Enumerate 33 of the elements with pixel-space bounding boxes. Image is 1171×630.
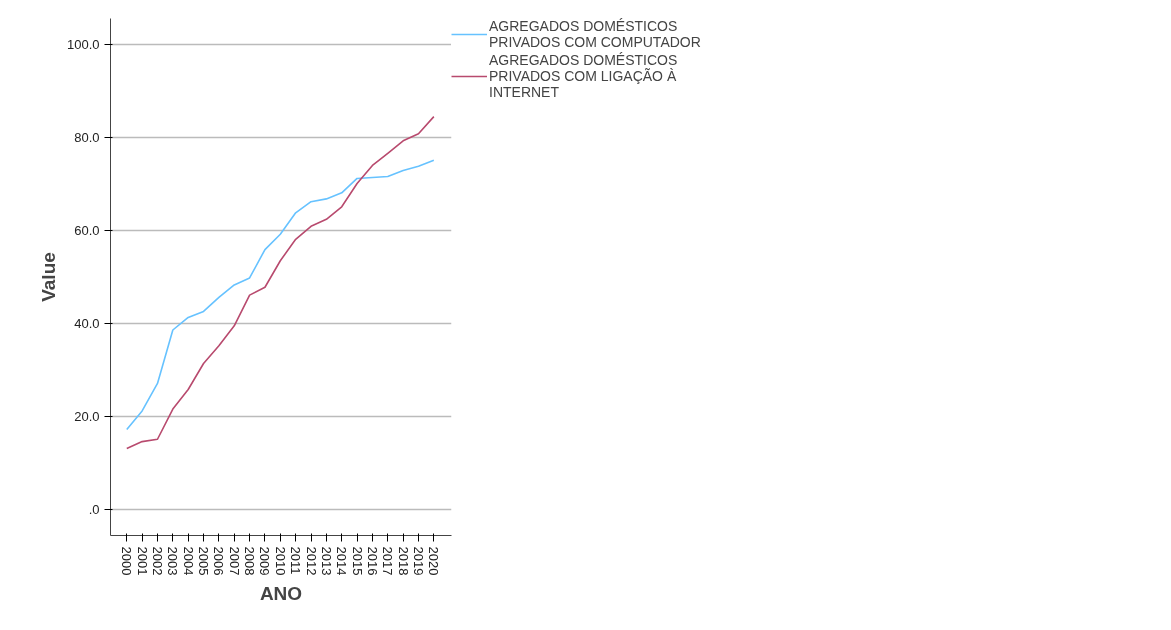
x-tick-label: 2000 [119,546,135,576]
x-tick-label: 2002 [149,546,165,576]
y-tick-label: 40.0 [74,315,100,331]
x-tick-label: 2007 [226,546,242,576]
legend-label: AGREGADOS DOMÉSTICOS PRIVADOS COM COMPUTADOR [489,18,701,50]
x-axis-title: ANO [259,583,303,605]
x-tick-label: 2005 [196,546,212,576]
line-series [125,115,435,450]
y-axis-title: Value [37,252,59,302]
legend-label: AGREGADOS DOMÉSTICOS PRIVADOS COM LIGAÇÃO À INTERNET [489,52,678,100]
x-tick-label: 2014 [334,546,350,576]
x-tick-label: 2020 [426,546,442,576]
x-tick-label: 2004 [180,546,196,576]
x-tick-label: 2006 [211,546,227,576]
x-tick-label: 2012 [303,546,319,576]
x-tick-label: 2009 [257,546,273,576]
x-tick-label: 2010 [272,546,288,576]
x-tick-label: 2018 [395,546,411,576]
x-tick-label: 2015 [349,546,365,576]
x-tick-label: 2008 [242,546,258,576]
x-tick-label: 2019 [410,546,426,576]
x-tick-label: 2017 [380,546,396,576]
x-tick-label: 2003 [165,546,181,576]
y-tick-label: 80.0 [74,130,100,146]
y-tick-label: .0 [88,501,100,517]
x-tick-label: 2016 [364,546,380,576]
line-series [125,159,435,431]
x-tick-label: 2001 [134,546,150,576]
y-tick-label: 20.0 [74,408,100,424]
x-tick-label: 2011 [288,546,304,575]
x-tick-label: 2013 [318,546,334,576]
y-tick-label: 100.0 [66,37,100,53]
y-tick-label: 60.0 [74,223,100,239]
